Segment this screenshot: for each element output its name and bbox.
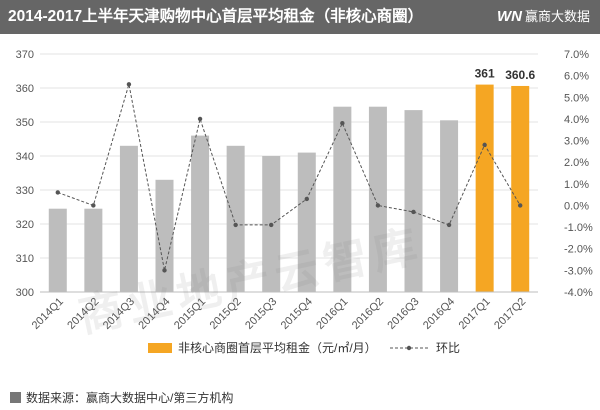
y2-tick-label: -1.0% — [564, 222, 593, 234]
source-icon — [10, 392, 21, 403]
chart-title: 2014-2017上半年天津购物中心首层平均租金（非核心商圈） — [8, 8, 424, 25]
x-tick-label: 2017Q2 — [492, 296, 528, 332]
data-label: 360.6 — [505, 68, 535, 82]
line-series-huanbi — [57, 84, 521, 271]
x-tick-label: 2016Q1 — [314, 296, 350, 332]
y2-tick-label: -4.0% — [564, 287, 593, 299]
y-tick-label: 300 — [16, 287, 34, 299]
y-tick-label: 310 — [16, 253, 34, 265]
line-point — [340, 121, 345, 126]
brand-logo: WN 赢商大数据 — [497, 7, 590, 27]
bar — [297, 152, 316, 292]
line-point — [55, 190, 60, 195]
line-point — [411, 209, 416, 215]
source-note: 数据来源：赢商大数据中心/第三方机构 — [10, 389, 233, 406]
y-tick-label: 350 — [16, 117, 34, 129]
line-point — [482, 142, 487, 148]
brand-text: 赢商大数据 — [524, 9, 590, 24]
bar — [191, 135, 210, 292]
y-tick-label: 320 — [16, 219, 34, 231]
bar — [333, 106, 352, 292]
bar — [84, 208, 103, 292]
x-tick-label: 2016Q4 — [421, 296, 457, 332]
bar — [511, 85, 530, 293]
line-point — [126, 82, 132, 87]
y2-tick-label: 2.0% — [564, 157, 589, 169]
line-point — [304, 196, 309, 202]
y2-tick-label: -2.0% — [564, 244, 593, 256]
line-point — [269, 222, 274, 228]
bar — [368, 106, 387, 292]
x-tick-label: 2016Q2 — [350, 296, 386, 332]
bar — [155, 179, 174, 292]
data-label: 361 — [475, 67, 495, 81]
brand-mark: WN — [496, 8, 522, 25]
legend-swatch-bar — [148, 343, 172, 353]
x-tick-label: 2014Q1 — [30, 296, 66, 332]
y2-tick-label: 4.0% — [564, 114, 589, 126]
source-text: 数据来源：赢商大数据中心/第三方机构 — [26, 391, 234, 405]
y-tick-label: 340 — [16, 151, 34, 163]
line-point — [233, 222, 238, 228]
legend-label-bar: 非核心商圈首层平均租金（元/㎡/月） — [178, 340, 377, 355]
legend-marker-line — [406, 345, 412, 351]
bar — [226, 145, 245, 292]
chart-header: 2014-2017上半年天津购物中心首层平均租金（非核心商圈） WN 赢商大数据 — [0, 0, 600, 34]
bar — [404, 110, 423, 292]
line-point — [446, 222, 452, 228]
line-point — [197, 116, 203, 122]
y2-tick-label: 5.0% — [564, 92, 589, 104]
bar — [119, 145, 138, 292]
line-point — [91, 203, 96, 208]
bar — [48, 208, 67, 292]
legend-label-line: 环比 — [436, 341, 460, 355]
line-point — [162, 268, 167, 273]
line-point — [375, 203, 381, 208]
y2-tick-label: 3.0% — [564, 136, 589, 148]
y2-tick-label: 0.0% — [564, 200, 589, 212]
x-tick-label: 2016Q3 — [385, 296, 421, 332]
y2-tick-label: 7.0% — [564, 49, 589, 61]
y2-tick-label: -3.0% — [564, 265, 593, 277]
line-point — [518, 203, 523, 208]
y-tick-label: 360 — [16, 83, 34, 95]
x-tick-label: 2017Q1 — [457, 296, 493, 332]
y-tick-label: 330 — [16, 185, 34, 197]
y-tick-label: 370 — [16, 49, 34, 61]
y2-tick-label: 6.0% — [564, 71, 589, 83]
bar — [475, 84, 494, 292]
bar — [440, 120, 459, 292]
rent-chart: 300 310 320 330 340 350 360 370 -4.0% -3.0% -2.0% -… — [16, 49, 593, 355]
y2-tick-label: 1.0% — [564, 179, 589, 191]
